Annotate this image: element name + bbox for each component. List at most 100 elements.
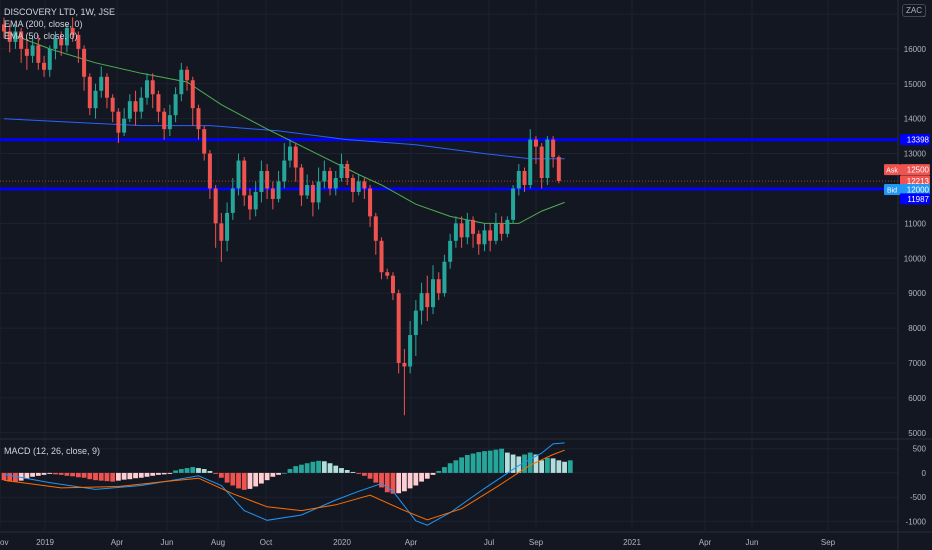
candle-body xyxy=(225,212,230,241)
candle xyxy=(219,212,224,262)
macd-bar xyxy=(567,460,573,473)
ask-tag: Ask xyxy=(884,164,900,176)
macd-bar xyxy=(178,469,184,473)
candle xyxy=(522,167,527,192)
macd-bar xyxy=(390,472,396,494)
price-tick-label: 5000 xyxy=(908,429,926,438)
symbol-title[interactable]: DISCOVERY LTD, 1W, JSE xyxy=(4,7,116,17)
macd-bar xyxy=(1,472,7,481)
macd-bar xyxy=(110,472,116,482)
candle-body xyxy=(76,34,81,49)
candle-body xyxy=(350,177,355,192)
candle-body xyxy=(419,293,424,311)
candle xyxy=(24,38,29,70)
candle xyxy=(545,136,550,185)
macd-bar xyxy=(510,454,516,473)
candle xyxy=(13,24,18,49)
candle xyxy=(431,265,435,315)
macd-bar xyxy=(98,472,104,481)
candle-body xyxy=(276,181,281,199)
candle-body xyxy=(2,24,6,32)
candle xyxy=(265,164,270,199)
candle xyxy=(270,181,275,210)
candle xyxy=(179,62,184,102)
ema50-legend[interactable]: EMA (50, close, 0) xyxy=(4,31,78,41)
macd-bar xyxy=(367,472,373,479)
candle xyxy=(150,73,155,109)
candle xyxy=(539,143,544,189)
macd-bar xyxy=(58,472,64,475)
candle xyxy=(213,184,218,248)
price-tick-label: 13000 xyxy=(904,150,927,159)
time-axis-label: Apr xyxy=(111,538,124,547)
lower-line-price-label-bg xyxy=(900,193,930,205)
price-tick-label: 14000 xyxy=(904,115,927,124)
macd-bar xyxy=(356,472,362,474)
last-price-label-text: 12213 xyxy=(907,177,930,186)
candle-body xyxy=(282,160,287,182)
macd-bar xyxy=(316,460,321,473)
candle-body xyxy=(528,139,533,185)
candle-body xyxy=(533,139,538,147)
macd-bar xyxy=(236,472,241,489)
macd-bar xyxy=(419,472,424,482)
macd-bar xyxy=(18,472,24,481)
price-tick-label: 11000 xyxy=(904,219,926,228)
candle-body xyxy=(47,48,52,70)
ema200-legend[interactable]: EMA (200, close, 0) xyxy=(4,19,83,29)
time-axis-label: Jun xyxy=(161,538,174,547)
candle xyxy=(402,349,407,416)
candle-body xyxy=(253,191,258,210)
upper-line-price-label-bg xyxy=(900,134,930,146)
macd-bar xyxy=(253,472,259,487)
candle-body xyxy=(453,223,458,241)
macd-bar xyxy=(144,472,150,477)
macd-bar xyxy=(167,472,173,474)
macd-bar xyxy=(121,472,127,480)
price-tick-label: 9000 xyxy=(908,289,926,298)
candle-body xyxy=(127,101,132,119)
candle xyxy=(70,17,75,42)
candle xyxy=(505,216,510,238)
candle xyxy=(328,167,333,196)
macd-bar xyxy=(196,468,201,473)
macd-bar xyxy=(476,452,482,473)
macd-bar xyxy=(459,457,464,473)
candle-body xyxy=(385,272,390,276)
macd-legend[interactable]: MACD (12, 26, close, 9) xyxy=(4,446,101,456)
macd-bar xyxy=(264,472,270,481)
macd-bar xyxy=(436,470,442,473)
macd-bar xyxy=(241,472,247,490)
candle xyxy=(459,216,464,248)
macd-tick-label: 0 xyxy=(922,469,927,478)
currency-badge[interactable]: ZAC xyxy=(902,4,926,17)
ask-price-label-text: 12500 xyxy=(907,166,930,175)
candle xyxy=(162,108,167,140)
candle-body xyxy=(59,38,64,46)
bid-tag-text: Bid xyxy=(887,188,897,195)
lower-line-price-label-text: 11987 xyxy=(907,195,929,204)
macd-bar xyxy=(413,472,419,486)
macd-bar xyxy=(499,448,505,473)
candle-body xyxy=(162,111,167,130)
candle xyxy=(122,108,127,137)
candle-body xyxy=(402,362,407,367)
signal-line xyxy=(3,449,565,521)
candle-body xyxy=(230,188,235,213)
candle-body xyxy=(219,223,224,241)
macd-bar xyxy=(133,472,138,479)
candle-body xyxy=(64,27,69,46)
candle-body xyxy=(190,80,195,109)
macd-bar xyxy=(333,465,339,473)
candle xyxy=(356,174,361,196)
candle-body xyxy=(139,97,144,112)
candle-body xyxy=(396,293,401,363)
macd-bar xyxy=(270,472,276,477)
macd-bar xyxy=(447,463,453,473)
macd-bar xyxy=(504,452,510,473)
macd-bar xyxy=(218,472,224,478)
candle-body xyxy=(145,80,149,98)
macd-bar xyxy=(24,472,30,479)
bid-price-label-bg xyxy=(900,184,930,196)
